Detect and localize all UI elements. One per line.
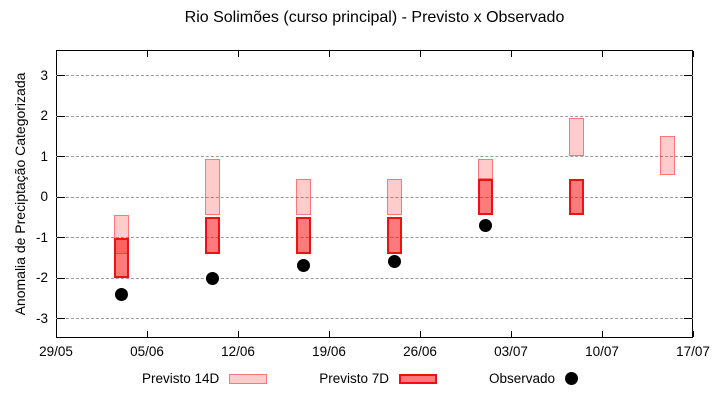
legend-item-observado: Observado <box>489 371 579 386</box>
y-tick-label: 1 <box>40 148 48 164</box>
x-axis-tick <box>237 51 239 57</box>
page-title: Rio Solimões (curso principal) - Previst… <box>184 9 565 26</box>
y-axis-tick <box>57 318 65 319</box>
y-axis-tick <box>57 75 65 76</box>
x-axis-tick <box>601 51 603 57</box>
x-axis-tick <box>146 51 148 57</box>
x-axis-tick <box>510 51 512 57</box>
y-tick-label: 3 <box>40 67 48 83</box>
legend-label-observado: Observado <box>489 371 556 386</box>
x-tick-label: 12/06 <box>221 344 255 359</box>
x-axis-tick <box>419 331 421 337</box>
x-axis-tick <box>55 51 57 57</box>
y-tick-label: -1 <box>35 229 48 245</box>
y-axis-tick <box>684 196 692 198</box>
x-tick-label: 17/07 <box>676 344 710 359</box>
y-axis-tick <box>57 196 65 198</box>
legend-swatch-previsto-7d-icon <box>399 373 438 384</box>
x-axis-tick <box>510 331 512 337</box>
range-bar-previsto-7d <box>386 217 402 254</box>
legend-item-previsto-7d: Previsto 7D <box>319 371 438 386</box>
range-bar-previsto-7d <box>477 178 493 216</box>
range-bar-previsto-14d <box>477 158 493 179</box>
legend-label-previsto-14d: Previsto 14D <box>141 371 220 386</box>
legend-swatch-previsto-14d-icon <box>229 373 268 384</box>
x-axis-tick <box>419 51 421 57</box>
y-axis-tick <box>57 156 65 157</box>
y-tick-label: -3 <box>35 310 48 326</box>
y-tick-label: -2 <box>35 270 48 285</box>
observado-dot <box>478 218 492 232</box>
x-axis-tick <box>237 331 239 337</box>
gridline <box>56 156 693 157</box>
y-tick-label: 0 <box>40 189 48 204</box>
y-axis-tick <box>57 237 65 238</box>
x-axis-tick <box>601 331 603 337</box>
plot-border <box>56 50 693 338</box>
legend-swatch-observado-icon <box>565 372 579 385</box>
x-tick-label: 05/06 <box>130 344 164 359</box>
range-bar-previsto-7d <box>113 237 129 278</box>
x-tick-label: 29/05 <box>39 344 73 359</box>
gridline <box>56 75 693 76</box>
y-axis-tick <box>684 277 692 279</box>
x-axis-tick <box>328 51 330 57</box>
gridline <box>56 196 693 198</box>
observado-dot <box>387 255 401 269</box>
y-axis-tick <box>57 277 65 279</box>
gridline <box>56 318 693 319</box>
range-bar-previsto-7d <box>568 178 584 216</box>
x-axis-tick <box>692 331 694 337</box>
y-axis-tick <box>684 318 692 319</box>
range-bar-previsto-7d <box>295 217 311 254</box>
legend: Previsto 14D Previsto 7D Observado <box>0 371 720 386</box>
observado-dot <box>114 287 128 301</box>
gridline <box>56 115 693 117</box>
gridline <box>56 237 693 238</box>
range-bar-previsto-14d <box>386 178 402 216</box>
range-bar-previsto-14d <box>204 158 220 216</box>
y-axis-tick <box>684 156 692 157</box>
range-bar-previsto-14d <box>568 118 584 157</box>
x-tick-label: 26/06 <box>403 344 437 359</box>
x-tick-label: 10/07 <box>585 344 619 359</box>
x-tick-label: 19/06 <box>312 344 346 359</box>
observado-dot <box>296 259 310 273</box>
y-axis-tick <box>684 115 692 117</box>
observado-dot <box>205 271 219 285</box>
range-bar-previsto-7d <box>204 217 220 254</box>
y-axis-tick <box>684 237 692 238</box>
y-tick-label: 2 <box>40 108 48 123</box>
range-bar-previsto-14d <box>659 136 675 175</box>
y-axis-tick <box>57 115 65 117</box>
x-axis-tick <box>55 331 57 337</box>
range-bar-previsto-14d <box>295 178 311 216</box>
legend-item-previsto-14d: Previsto 14D <box>141 371 268 386</box>
legend-label-previsto-7d: Previsto 7D <box>319 371 390 386</box>
x-axis-tick <box>146 331 148 337</box>
x-axis-tick <box>692 51 694 57</box>
x-tick-label: 03/07 <box>494 344 528 359</box>
gridline <box>56 277 693 279</box>
x-axis-tick <box>328 331 330 337</box>
y-axis-tick <box>684 75 692 76</box>
